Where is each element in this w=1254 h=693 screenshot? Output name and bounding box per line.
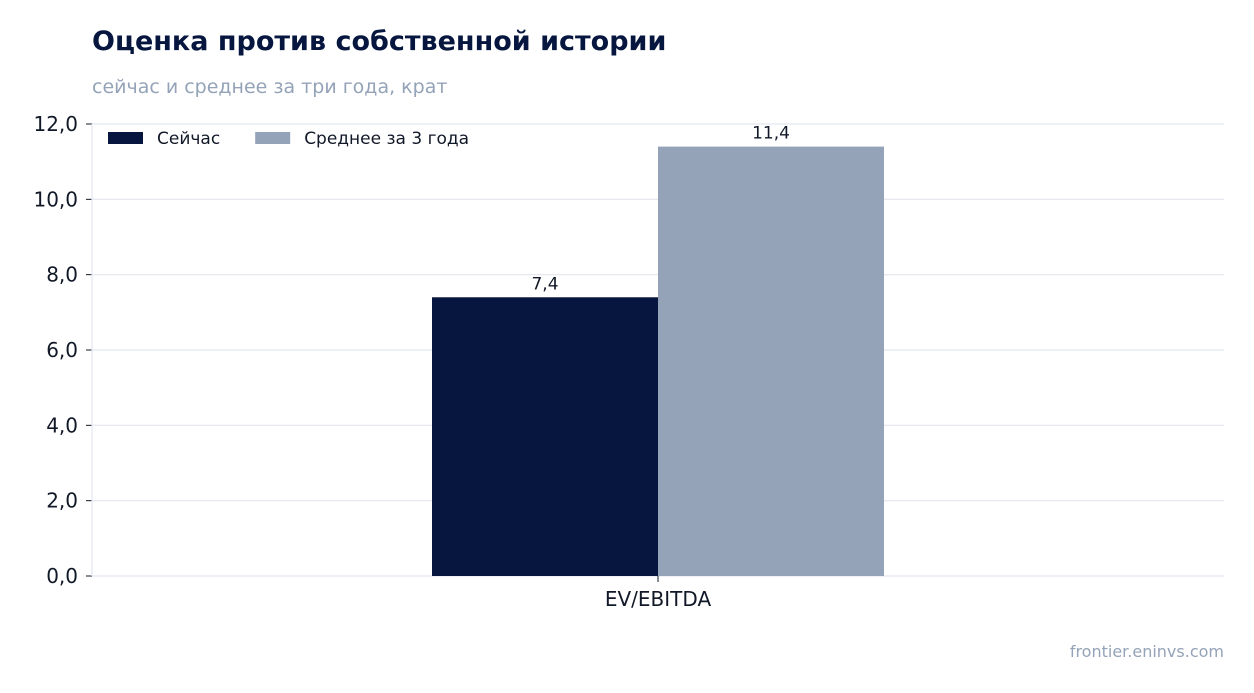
y-tick-label: 8,0 bbox=[46, 263, 78, 287]
bar bbox=[432, 297, 658, 576]
bar bbox=[658, 146, 884, 576]
data-labels: 7,4 11,4 bbox=[531, 124, 789, 295]
source-credit: frontier.eninvs.com bbox=[1069, 642, 1224, 661]
legend-label: Среднее за 3 года bbox=[304, 129, 469, 149]
chart-title: Оценка против собственной истории bbox=[92, 26, 667, 57]
bars bbox=[432, 146, 884, 576]
y-tick-label: 6,0 bbox=[46, 338, 78, 362]
legend-swatch bbox=[255, 132, 291, 144]
y-tick-label: 2,0 bbox=[46, 489, 78, 513]
legend-swatch bbox=[108, 132, 143, 144]
legend: Сейчас Среднее за 3 года bbox=[108, 129, 469, 149]
y-tick-label: 4,0 bbox=[46, 413, 78, 437]
y-tick-label: 0,0 bbox=[46, 564, 78, 588]
y-tick-label: 12,0 bbox=[33, 112, 78, 136]
y-tick-label: 10,0 bbox=[33, 187, 78, 211]
data-label: 7,4 bbox=[531, 274, 558, 294]
axes: 0,0 2,0 4,0 6,0 8,0 10,0 12,0 EV/EBITDA bbox=[33, 112, 711, 611]
x-tick-label: EV/EBITDA bbox=[605, 587, 712, 611]
legend-label: Сейчас bbox=[157, 129, 220, 149]
data-label: 11,4 bbox=[752, 124, 790, 144]
chart-subtitle: сейчас и среднее за три года, крат bbox=[92, 76, 448, 98]
